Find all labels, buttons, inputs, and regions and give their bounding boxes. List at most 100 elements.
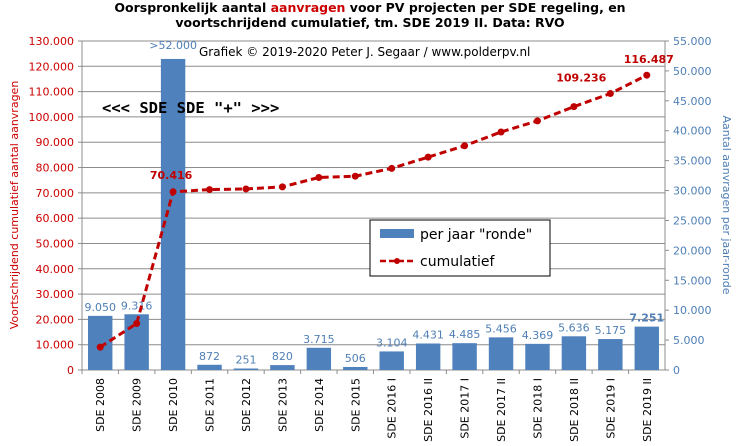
cumulative-point [133, 320, 141, 328]
bar [525, 343, 550, 370]
bar [160, 58, 186, 370]
bar [379, 351, 404, 370]
cumulative-point [206, 186, 214, 194]
cumulative-value-label: 116.487 [624, 53, 674, 66]
right-tick-label: 40.000 [673, 125, 712, 138]
right-tick-label: 20.000 [673, 244, 712, 257]
right-tick-label: 35.000 [673, 155, 712, 168]
bar-value-label: 5.636 [558, 321, 590, 334]
x-tick-label: SDE 2018 II [568, 378, 581, 442]
right-tick-label: 15.000 [673, 274, 712, 287]
bar [452, 343, 477, 370]
bar-value-label: 3.104 [376, 336, 408, 349]
right-axis-label: Aantal aanvragen per jaar-ronde [720, 115, 733, 294]
x-tick-label: SDE 2013 [276, 378, 289, 432]
x-tick-label: SDE 2014 [313, 378, 326, 432]
cumulative-point [497, 128, 505, 136]
x-tick-label: SDE 2012 [240, 378, 253, 432]
right-tick-label: 30.000 [673, 185, 712, 198]
left-tick-label: 130.000 [29, 35, 75, 48]
right-tick-label: 0 [673, 364, 680, 377]
cumulative-point [315, 173, 323, 181]
cumulative-point [533, 117, 541, 125]
x-tick-label: SDE 2011 [204, 378, 217, 432]
left-tick-label: 110.000 [29, 86, 75, 99]
left-tick-label: 20.000 [36, 313, 75, 326]
cumulative-point [169, 188, 177, 196]
bar [197, 364, 222, 370]
x-tick-label: SDE 2015 [349, 378, 362, 432]
credit-text: Grafiek © 2019-2020 Peter J. Segaar / ww… [199, 45, 530, 59]
sde-annotation: <<< SDE SDE "+" >>> [102, 99, 279, 117]
legend-bar-label: per jaar "ronde" [420, 227, 532, 243]
bar-value-label: 3.715 [303, 333, 335, 346]
bar [306, 347, 332, 370]
x-tick-label: SDE 2009 [131, 378, 144, 432]
left-tick-label: 0 [67, 364, 74, 377]
right-tick-label: 5.000 [673, 334, 705, 347]
chart-title-line2: voortschrijdend cumulatief, tm. SDE 2019… [175, 15, 564, 30]
cumulative-point [96, 343, 104, 351]
bar-value-label: 9.050 [84, 301, 116, 314]
x-tick-label: SDE 2019 I [604, 378, 617, 439]
bar [270, 365, 295, 370]
right-tick-label: 45.000 [673, 95, 712, 108]
x-tick-label: SDE 2017 I [459, 378, 472, 439]
bar-value-labels: 9.050 9.316 >52.000 872 251 820 3.715 506 3.104 4… [84, 39, 664, 366]
bar-value-label: 506 [345, 352, 366, 365]
x-axis-ticks: SDE 2008 SDE 2009 SDE 2010 SDE 2011 SDE 2012… [81, 370, 654, 442]
bar [488, 337, 514, 370]
cumulative-point [424, 153, 432, 161]
cumulative-series [96, 71, 651, 351]
cumulative-line [99, 73, 648, 349]
right-tick-label: 50.000 [673, 65, 712, 78]
chart-title-line1: Oorspronkelijk aantal aanvragen voor PV … [114, 0, 625, 15]
x-tick-label: SDE 2016 II [422, 378, 435, 442]
bar-series [88, 58, 659, 370]
left-tick-label: 10.000 [36, 339, 75, 352]
left-tick-label: 90.000 [36, 136, 75, 149]
cumulative-point [351, 172, 359, 180]
bar-value-label: 7.251 [629, 312, 664, 325]
bar [88, 315, 113, 370]
left-axis-label: Voortschrijdend cumulatief aantal aanvra… [8, 81, 21, 330]
bar-value-label: 4.485 [449, 328, 481, 341]
right-tick-label: 10.000 [673, 304, 712, 317]
right-tick-label: 55.000 [673, 35, 712, 48]
x-tick-label: SDE 2008 [94, 378, 107, 432]
bar-value-label: 5.175 [595, 324, 627, 337]
cumulative-point [461, 142, 469, 150]
left-tick-label: 120.000 [29, 60, 75, 73]
bar [343, 366, 368, 370]
cumulative-point [278, 183, 286, 191]
bar-value-label: 872 [199, 350, 220, 363]
right-tick-label: 25.000 [673, 214, 712, 227]
cumulative-value-label: 109.236 [556, 72, 606, 85]
x-tick-label: SDE 2017 II [495, 378, 508, 442]
bar [634, 326, 659, 370]
bar-value-label: 251 [235, 353, 256, 366]
cumulative-point [570, 103, 578, 111]
left-tick-label: 50.000 [36, 237, 75, 250]
legend-line-label: cumulatief [420, 254, 496, 270]
legend: per jaar "ronde" cumulatief [369, 219, 551, 277]
cumulative-point [643, 71, 651, 79]
cumulative-labels: 70.416 109.236 116.487 [150, 53, 674, 182]
left-tick-label: 70.000 [36, 187, 75, 200]
bar-value-label: 5.456 [485, 322, 517, 335]
x-tick-label: SDE 2018 I [531, 378, 544, 439]
x-tick-label: SDE 2019 II [641, 378, 654, 442]
bar [561, 336, 587, 370]
cumulative-point [606, 90, 614, 98]
bar-value-label: 820 [272, 350, 293, 363]
cumulative-point [388, 164, 396, 172]
bar-value-label: 4.369 [522, 329, 554, 342]
bar-value-label: 9.316 [121, 299, 153, 312]
right-axis-ticks: 0 5.000 10.000 15.000 20.000 25.000 30.000 35.0… [665, 35, 712, 377]
left-tick-label: 40.000 [36, 263, 75, 276]
cumulative-value-label: 70.416 [150, 169, 193, 182]
bar [233, 368, 259, 370]
bar-value-label: 4.431 [412, 328, 444, 341]
left-axis-ticks: 0 10.000 20.000 30.000 40.000 50.000 60.000 70.… [29, 35, 82, 377]
